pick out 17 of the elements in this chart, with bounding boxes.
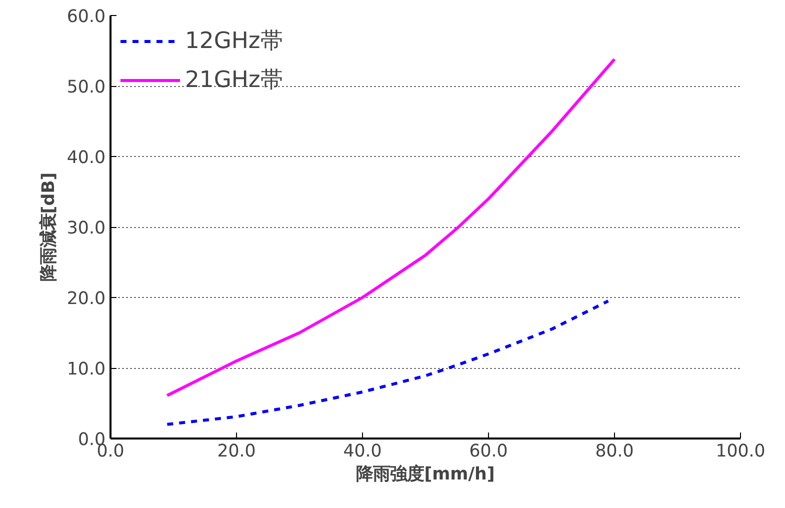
y-tick-label: 60.0 [66, 7, 106, 27]
x-tick-label: 60.0 [469, 442, 508, 462]
legend-label: 21GHz帯 [185, 66, 284, 95]
y-tick-label: 50.0 [66, 78, 106, 98]
x-tick-label: 20.0 [217, 442, 256, 462]
x-tick-label: 40.0 [343, 442, 382, 462]
y-tick-label: 20.0 [66, 289, 106, 309]
x-tick-label: 80.0 [595, 442, 634, 462]
y-tick-label: 10.0 [66, 360, 106, 380]
line-series [166, 58, 616, 397]
legend-label: 12GHz帯 [185, 27, 284, 56]
x-tick-label: 100.0 [716, 442, 766, 462]
x-axis-title: 降雨強度[mm/h] [356, 464, 495, 484]
line-series [166, 300, 610, 426]
y-tick-label: 30.0 [66, 218, 106, 238]
y-tick-label: 40.0 [66, 148, 106, 168]
y-axis-title: 降雨減衰[dB] [38, 172, 59, 282]
